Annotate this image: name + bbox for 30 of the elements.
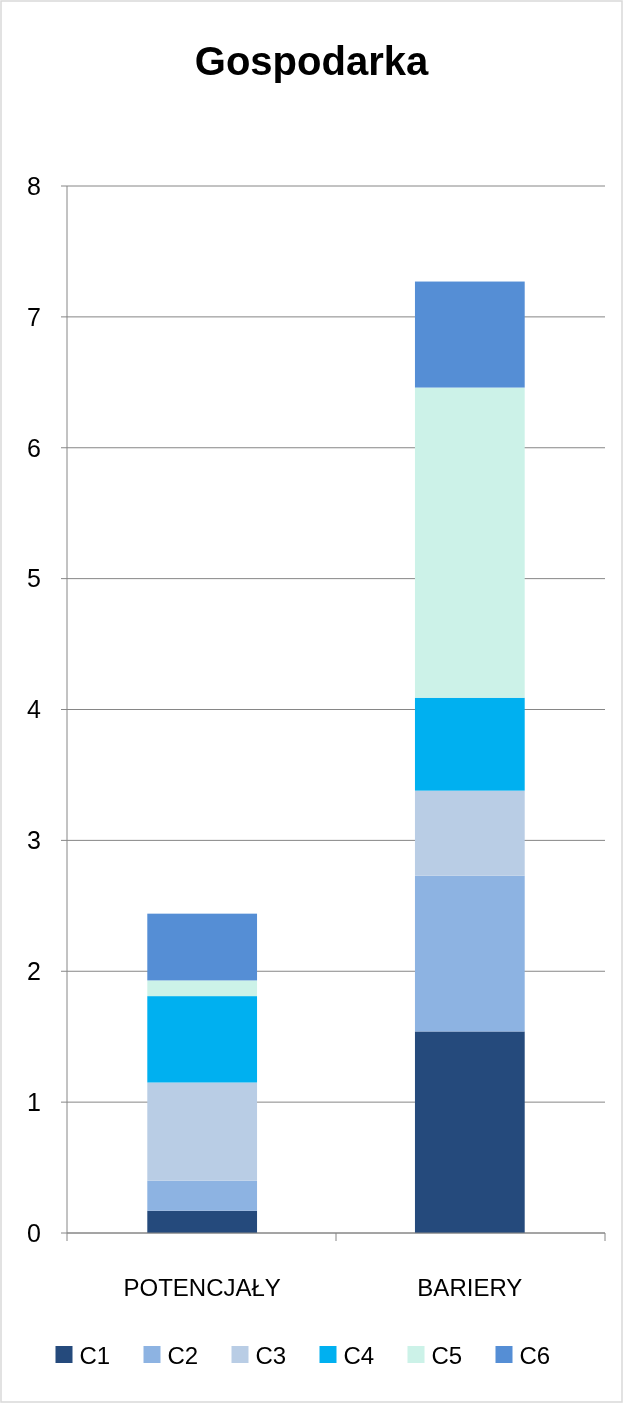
y-tick-label: 5 <box>27 564 41 593</box>
x-tick-label: BARIERY <box>417 1274 523 1301</box>
y-tick-label: 1 <box>27 1087 41 1116</box>
bar <box>414 697 525 791</box>
bar <box>147 913 258 981</box>
bar <box>414 875 525 1032</box>
bar <box>414 387 525 698</box>
bar <box>414 790 525 876</box>
legend-label: C1 <box>79 1342 111 1370</box>
y-tick-label: 2 <box>27 957 41 985</box>
bar <box>414 1031 525 1233</box>
chart-title: Gospodarka <box>194 39 429 83</box>
y-tick-label: 4 <box>27 695 42 724</box>
legend-label: C4 <box>343 1342 375 1370</box>
y-tick-label: 0 <box>27 1218 41 1247</box>
bar <box>414 281 525 388</box>
legend-label: C3 <box>255 1342 287 1370</box>
y-tick-label: 7 <box>27 302 41 331</box>
bar <box>147 996 258 1083</box>
bar <box>147 1180 258 1211</box>
legend-label: C6 <box>519 1342 551 1370</box>
x-tick-label: POTENCJAŁY <box>123 1274 281 1301</box>
legend-label: C2 <box>167 1342 199 1370</box>
y-tick-label: 8 <box>27 171 41 200</box>
bar <box>147 980 258 997</box>
bar <box>147 1082 258 1181</box>
bar <box>147 1210 258 1233</box>
y-tick-label: 6 <box>27 433 41 462</box>
legend-label: C5 <box>431 1342 463 1370</box>
y-tick-label: 3 <box>27 826 41 855</box>
